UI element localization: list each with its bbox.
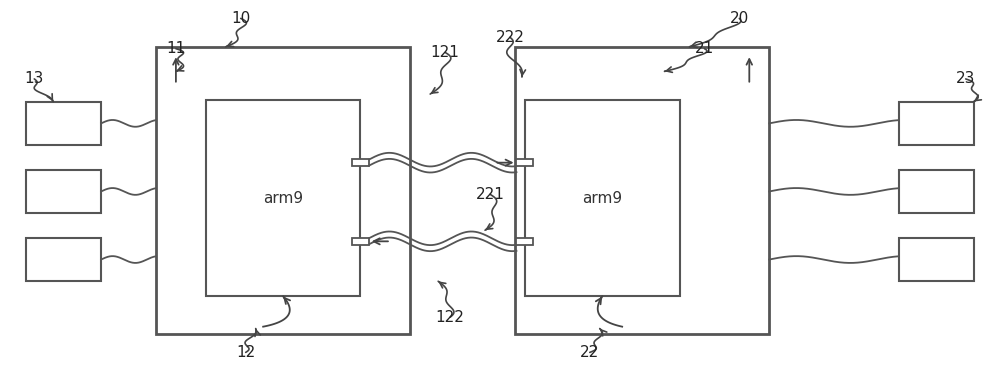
FancyBboxPatch shape [26,102,101,145]
FancyBboxPatch shape [899,102,974,145]
FancyBboxPatch shape [352,238,369,245]
Text: 122: 122 [436,310,465,325]
FancyBboxPatch shape [516,238,533,245]
Text: 121: 121 [431,45,460,60]
FancyBboxPatch shape [26,238,101,281]
Text: 10: 10 [231,11,250,26]
Text: 221: 221 [476,187,504,202]
FancyBboxPatch shape [899,170,974,213]
Text: 20: 20 [730,11,749,26]
FancyBboxPatch shape [516,159,533,166]
Text: arm9: arm9 [263,190,303,206]
Text: 21: 21 [695,41,714,56]
FancyBboxPatch shape [26,170,101,213]
FancyBboxPatch shape [525,100,680,296]
FancyBboxPatch shape [156,47,410,334]
Text: 23: 23 [956,71,975,86]
Text: 222: 222 [496,30,524,45]
Text: 22: 22 [580,345,599,360]
Text: 13: 13 [25,71,44,86]
FancyBboxPatch shape [515,47,769,334]
FancyBboxPatch shape [206,100,360,296]
FancyBboxPatch shape [352,159,369,166]
FancyBboxPatch shape [899,238,974,281]
Text: 11: 11 [166,41,186,56]
Text: 12: 12 [236,345,255,360]
Text: arm9: arm9 [582,190,622,206]
